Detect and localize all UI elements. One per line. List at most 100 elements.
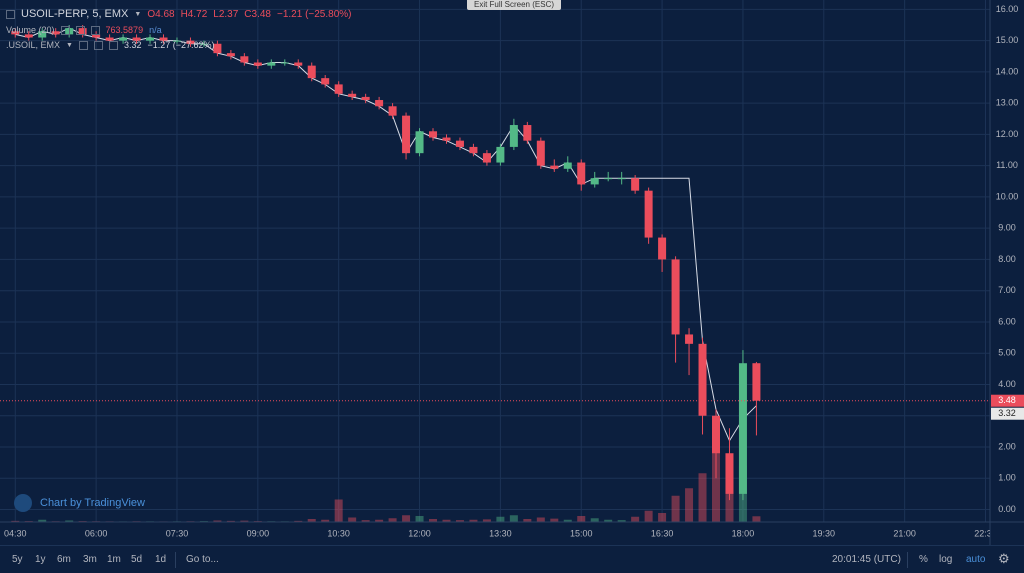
volume-bar <box>361 520 370 522</box>
volume-bar <box>348 517 357 522</box>
y-tick-label: 0.00 <box>998 504 1016 514</box>
candle-body <box>402 115 411 154</box>
icon[interactable] <box>78 40 88 50</box>
candle-body <box>146 37 155 41</box>
candle-body <box>671 259 680 335</box>
x-tick-label: 04:30 <box>4 528 27 538</box>
candle-body <box>563 162 572 169</box>
volume-bar <box>577 516 586 522</box>
volume-name[interactable]: Volume (20) <box>6 25 55 35</box>
volume-bar <box>496 516 505 522</box>
candle-body <box>685 334 694 344</box>
icon[interactable] <box>93 40 103 50</box>
candle-body <box>442 137 451 141</box>
volume-bar <box>429 519 438 522</box>
candle-body <box>658 237 667 260</box>
candle-body <box>725 453 734 494</box>
volume-bar <box>523 519 532 522</box>
range-button[interactable]: 5d <box>131 554 143 565</box>
x-tick-label: 12:00 <box>408 528 431 538</box>
candle-body <box>577 162 586 185</box>
candle-body <box>132 37 141 41</box>
watermark-text[interactable]: Chart by TradingView <box>40 497 145 509</box>
candle-body <box>752 363 761 401</box>
candle-body <box>226 53 235 57</box>
y-tick-label: 7.00 <box>998 285 1016 295</box>
y-tick-label: 13.00 <box>996 98 1019 108</box>
candle-body <box>213 43 222 54</box>
x-tick-label: 21:00 <box>893 528 916 538</box>
volume-bar <box>38 519 47 522</box>
ohlc-value: C3.48 <box>244 8 271 20</box>
x-tick-label: 13:30 <box>489 528 512 538</box>
volume-bar <box>415 516 424 522</box>
candle-body <box>92 34 101 38</box>
y-tick-label: 2.00 <box>998 441 1016 451</box>
candle-body <box>24 34 33 38</box>
auto-toggle[interactable]: auto <box>966 554 986 565</box>
volume-bar <box>294 520 303 522</box>
range-button[interactable]: 3m <box>83 554 97 565</box>
watermark[interactable]: Chart by TradingView <box>14 494 145 512</box>
volume-bar <box>752 516 761 522</box>
x-tick-label: 19:30 <box>813 528 836 538</box>
goto-button[interactable]: Go to... <box>186 554 219 565</box>
volume-bar <box>711 447 720 522</box>
candle-body <box>38 31 47 38</box>
range-button[interactable]: 6m <box>57 554 71 565</box>
icon[interactable] <box>108 40 118 50</box>
caret: ▼ <box>66 41 73 49</box>
volume-bar <box>455 520 464 522</box>
range-button[interactable]: 1m <box>107 554 121 565</box>
candle-body <box>375 100 384 107</box>
volume-value: 763.5879 <box>105 25 144 35</box>
percent-toggle[interactable]: % <box>919 554 928 565</box>
volume-bar <box>307 519 316 522</box>
symbol-title[interactable]: USOIL-PERP, 5, EMX <box>21 8 129 20</box>
volume-bar <box>617 520 626 522</box>
compare-label-box <box>991 407 1024 420</box>
candle-body <box>307 65 316 79</box>
candle-body <box>280 62 289 64</box>
last-price-label: 3.48 <box>998 395 1016 405</box>
volume-bar <box>375 519 384 522</box>
candle-body <box>738 363 747 494</box>
settings-icon[interactable]: ⚙ <box>998 551 1010 566</box>
volume-ma: n/a <box>149 25 162 35</box>
compare-legend: .USOIL, EMX ▼ 3.32 −1.27 (−27.62%) <box>6 40 215 50</box>
caret: ▼ <box>134 10 142 18</box>
candle-body <box>644 190 653 238</box>
range-button[interactable]: 5y <box>12 554 23 565</box>
collapse-icon[interactable] <box>6 9 15 19</box>
compare-change: −1.27 (−27.62%) <box>147 40 215 50</box>
candle-body <box>334 84 343 94</box>
candle-body <box>119 37 128 41</box>
candle-body <box>482 153 491 163</box>
range-button[interactable]: 1d <box>155 554 167 565</box>
candle-body <box>159 37 168 41</box>
y-tick-label: 9.00 <box>998 223 1016 233</box>
volume-bar <box>213 520 222 522</box>
ohlc-value: L2.37 <box>213 8 239 20</box>
compare-name[interactable]: .USOIL, EMX <box>6 40 61 50</box>
candle-body <box>186 40 195 44</box>
icon[interactable] <box>60 25 70 35</box>
y-tick-label: 11.00 <box>996 160 1018 170</box>
exit-fullscreen[interactable]: Exit Full Screen (ESC) <box>467 0 561 10</box>
range-button[interactable]: 1y <box>35 554 46 565</box>
volume-bar <box>11 520 20 522</box>
y-tick-label: 5.00 <box>998 348 1016 358</box>
log-toggle[interactable]: log <box>939 554 953 565</box>
y-tick-label: 6.00 <box>998 316 1016 326</box>
candle-body <box>523 125 532 141</box>
grid <box>0 0 990 522</box>
x-tick-label: 16:30 <box>651 528 674 538</box>
candle-body <box>698 343 707 416</box>
icon[interactable] <box>75 25 85 35</box>
volume-bar <box>509 515 518 522</box>
candle-body <box>78 28 87 35</box>
candle-body <box>294 62 303 66</box>
icon[interactable] <box>90 25 100 35</box>
candle-body <box>172 40 181 42</box>
